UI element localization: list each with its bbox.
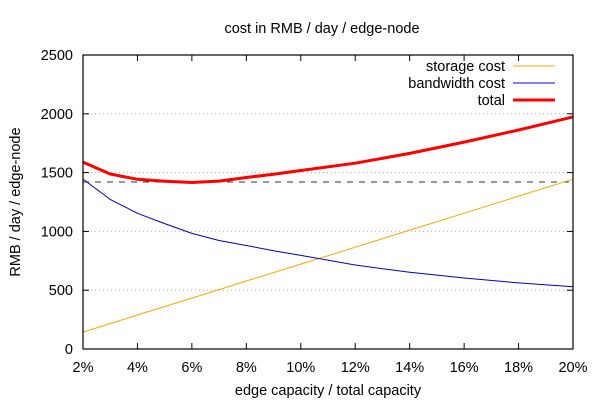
x-tick-label: 14% <box>395 360 424 376</box>
x-tick-label: 4% <box>127 360 148 376</box>
x-ticks: 2% 4% 6% 8% 10% 12% 14% 16% 18% 20% <box>73 55 588 376</box>
axes <box>82 54 574 350</box>
series-line-bandwidth-cost <box>82 178 574 288</box>
x-tick-label: 16% <box>450 360 479 376</box>
legend-label: bandwidth cost <box>408 76 505 92</box>
y-tick-label: 1500 <box>41 166 73 182</box>
x-tick-label: 12% <box>341 360 370 376</box>
y-tick-label: 2500 <box>41 48 73 64</box>
x-tick-label: 2% <box>73 360 94 376</box>
legend-background <box>378 56 572 106</box>
legend-label: total <box>478 93 505 109</box>
series-line-storage-cost <box>82 178 574 333</box>
y-tick-label: 500 <box>49 283 73 299</box>
x-tick-label: 18% <box>504 360 533 376</box>
y-ticks: 0 500 1000 1500 2000 2500 <box>41 48 573 358</box>
series-line-total <box>82 115 574 184</box>
x-axis-label: edge capacity / total capacity <box>235 383 422 399</box>
series-group <box>82 115 574 333</box>
y-tick-label: 2000 <box>41 107 73 123</box>
x-tick-label: 10% <box>286 360 315 376</box>
legend-label: storage cost <box>426 59 505 75</box>
y-tick-label: 1000 <box>41 224 73 240</box>
y-tick-label: 0 <box>65 342 73 358</box>
chart-title: cost in RMB / day / edge-node <box>224 21 419 37</box>
x-tick-label: 20% <box>558 360 587 376</box>
y-axis-label: RMB / day / edge-node <box>8 127 24 276</box>
plot-frame <box>82 54 574 350</box>
x-tick-label: 8% <box>236 360 257 376</box>
x-tick-label: 6% <box>181 360 202 376</box>
